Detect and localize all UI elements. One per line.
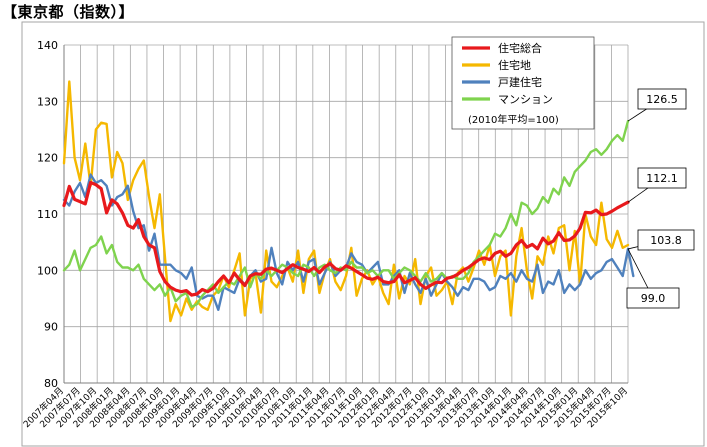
series-line-2 [62, 173, 635, 311]
legend-label: 住宅総合 [498, 41, 542, 55]
callout-box [637, 88, 687, 110]
x-axis-ticks: 2007年04月2007年07月2007年10月2008年01月2008年04月… [21, 385, 631, 431]
y-tick-label: 140 [37, 39, 58, 52]
end-labels: 126.5 112.1 103.8 99.0 [626, 88, 695, 309]
callout-box [637, 229, 695, 251]
y-tick-label: 120 [37, 152, 58, 165]
page-title: 【東京都（指数）】 [2, 3, 135, 21]
y-tick-label: 110 [37, 208, 58, 221]
y-tick-label: 90 [44, 321, 58, 334]
end-value-label: 126.5 [646, 93, 678, 106]
end-value-label: 99.0 [641, 292, 666, 305]
y-tick-label: 80 [44, 377, 58, 390]
callout-box [626, 287, 680, 309]
end-value-label: 112.1 [646, 172, 678, 185]
y-axis-ticks: 80 90 100 110 120 130 140 [37, 39, 58, 390]
y-tick-label: 130 [37, 95, 58, 108]
series-line-0 [62, 180, 630, 297]
legend-note: (2010年平均=100) [468, 113, 559, 126]
end-value-label: 103.8 [650, 234, 682, 247]
callout-box [637, 167, 687, 189]
chart-frame [21, 21, 705, 447]
series-lines [62, 80, 635, 323]
legend-label: 戸建住宅 [498, 75, 542, 89]
y-tick-label: 100 [37, 264, 58, 277]
legend-label: マンション [498, 93, 553, 106]
series-line-1 [62, 80, 630, 323]
series-line-3 [62, 119, 630, 309]
legend-label: 住宅地 [498, 58, 531, 72]
